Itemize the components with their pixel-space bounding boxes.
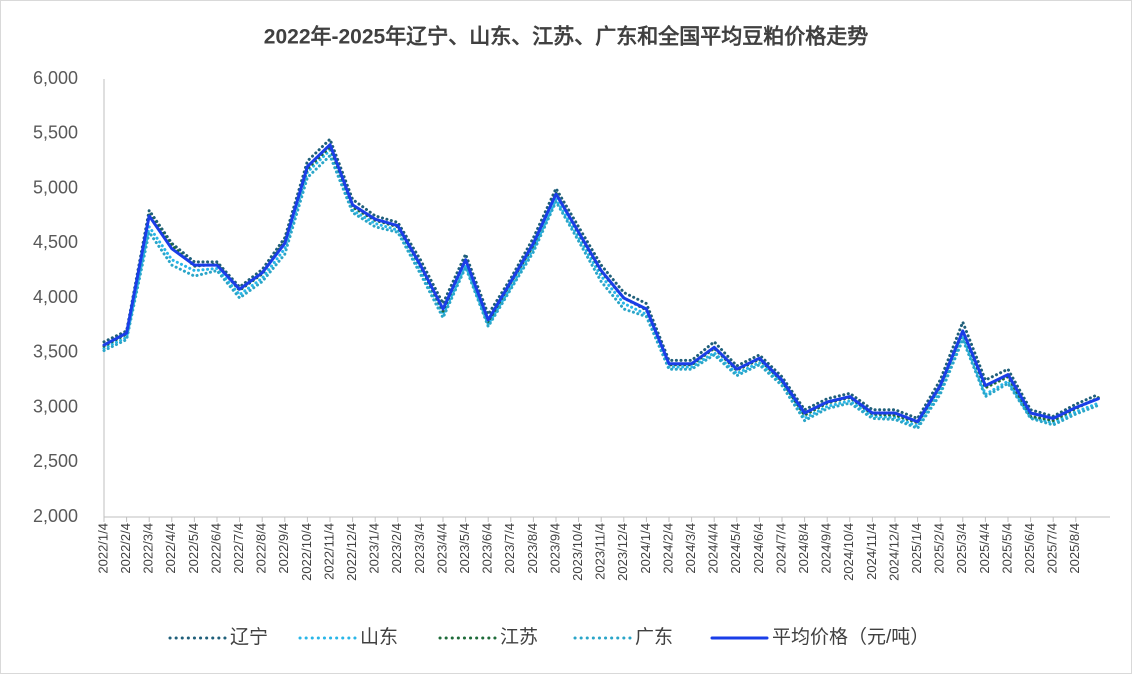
x-tick-label: 2023/9/4	[547, 523, 562, 574]
x-tick-label: 2025/4/4	[977, 523, 992, 574]
y-tick-label: 2,000	[33, 506, 78, 526]
x-tick-label: 2025/7/4	[1045, 523, 1060, 574]
x-tick-label: 2022/8/4	[254, 523, 269, 574]
x-tick-label: 2024/10/4	[841, 523, 856, 581]
y-tick-label: 2,500	[33, 451, 78, 471]
legend-label: 平均价格（元/吨）	[772, 626, 929, 648]
x-tick-label: 2024/12/4	[886, 523, 901, 581]
y-tick-label: 5,500	[33, 123, 78, 143]
x-tick-label: 2023/8/4	[525, 523, 540, 574]
x-tick-label: 2024/4/4	[706, 523, 721, 574]
x-tick-label: 2023/5/4	[457, 523, 472, 574]
x-tick-label: 2025/8/4	[1067, 523, 1082, 574]
x-tick-label: 2022/10/4	[299, 523, 314, 581]
x-tick-label: 2023/12/4	[615, 523, 630, 581]
x-tick-label: 2022/3/4	[141, 523, 156, 574]
x-tick-label: 2024/3/4	[683, 523, 698, 574]
chart-title: 2022年-2025年辽宁、山东、江苏、广东和全国平均豆粕价格走势	[264, 25, 868, 49]
x-tick-label: 2023/2/4	[389, 523, 404, 574]
series-line	[102, 143, 1100, 424]
x-tick-label: 2023/11/4	[593, 523, 608, 580]
x-tick-label: 2022/7/4	[231, 523, 246, 574]
x-tick-label: 2022/1/4	[95, 523, 110, 574]
x-tick-label: 2022/4/4	[163, 523, 178, 574]
legend-label: 辽宁	[230, 626, 268, 648]
x-tick-label: 2024/6/4	[751, 523, 766, 574]
y-tick-label: 3,500	[33, 342, 78, 362]
x-tick-label: 2023/10/4	[570, 523, 585, 581]
series-line	[102, 154, 1100, 430]
x-tick-label: 2022/6/4	[208, 523, 223, 574]
x-tick-label: 2023/1/4	[367, 523, 382, 574]
x-tick-label: 2022/9/4	[276, 523, 291, 574]
series-line	[102, 137, 1100, 420]
y-tick-label: 4,500	[33, 232, 78, 252]
y-tick-label: 4,000	[33, 287, 78, 307]
x-tick-label: 2025/5/4	[999, 523, 1014, 574]
x-tick-label: 2025/2/4	[932, 523, 947, 574]
x-tick-label: 2024/2/4	[660, 523, 675, 574]
y-tick-label: 5,000	[33, 177, 78, 197]
x-tick-label: 2022/5/4	[186, 523, 201, 574]
x-tick-label: 2024/7/4	[773, 523, 788, 574]
x-tick-label: 2022/11/4	[321, 523, 336, 580]
y-tick-label: 6,000	[33, 68, 78, 88]
x-tick-label: 2023/4/4	[434, 523, 449, 574]
legend-label: 山东	[360, 626, 398, 648]
x-tick-label: 2023/3/4	[412, 523, 427, 574]
x-tick-label: 2023/6/4	[480, 523, 495, 574]
x-tick-label: 2022/2/4	[118, 523, 133, 574]
x-tick-label: 2024/5/4	[728, 523, 743, 574]
x-tick-label: 2022/12/4	[344, 523, 359, 581]
y-tick-label: 3,000	[33, 396, 78, 416]
x-tick-label: 2024/9/4	[819, 523, 834, 574]
x-tick-label: 2024/1/4	[638, 523, 653, 574]
x-tick-label: 2024/11/4	[864, 523, 879, 580]
x-tick-label: 2025/6/4	[1022, 523, 1037, 574]
x-tick-label: 2025/3/4	[954, 523, 969, 574]
legend-label: 广东	[635, 626, 673, 648]
legend-label: 江苏	[500, 626, 538, 648]
x-tick-label: 2024/8/4	[796, 523, 811, 574]
x-tick-label: 2023/7/4	[502, 523, 517, 574]
x-tick-label: 2025/1/4	[909, 523, 924, 574]
